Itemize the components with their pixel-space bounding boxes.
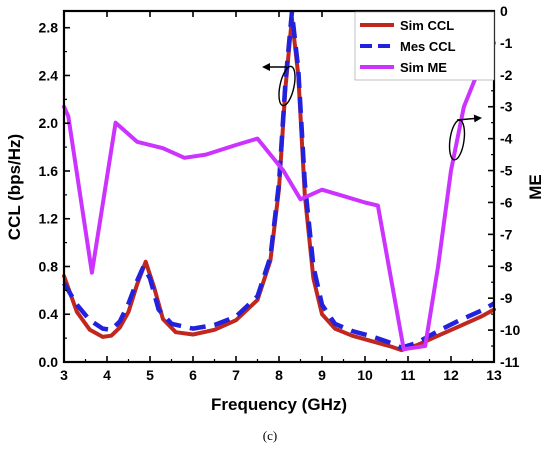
axis-tick-labels: 3 4 5 6 7 8 9 10 11 12 13 0.0 0.4 0.8 1.2 1.6 2.0 2.4 2.8 0… (39, 3, 521, 383)
y-left-axis-label: CCL (bps/Hz) (5, 134, 24, 240)
x-tick-label: 7 (232, 367, 240, 383)
legend: Sim CCL Mes CCL Sim ME (354, 11, 495, 81)
figure-caption: (c) (263, 428, 277, 443)
y-left-tick-label: 1.2 (39, 211, 59, 227)
y-left-tick-label: 2.0 (39, 115, 59, 131)
y-left-tick-label: 2.8 (39, 20, 59, 36)
x-tick-label: 3 (60, 367, 68, 383)
y-right-axis-label: ME (526, 174, 545, 200)
x-tick-label: 8 (275, 367, 283, 383)
x-tick-label: 9 (318, 367, 326, 383)
y-right-tick-label: -3 (500, 99, 513, 115)
annotation-arrow-right (456, 114, 482, 123)
x-axis-label: Frequency (GHz) (211, 395, 347, 414)
y-right-tick-label: -4 (500, 131, 513, 147)
y-left-tick-label: 0.4 (39, 306, 59, 322)
x-tick-label: 4 (103, 367, 111, 383)
legend-label-sim-me: Sim ME (400, 60, 447, 75)
y-right-tick-label: -6 (500, 194, 513, 210)
x-tick-label: 6 (189, 367, 197, 383)
series-line-sim-me (62, 40, 496, 352)
annotation-ellipse-left (278, 65, 296, 107)
y-right-tick-label: -1 (500, 35, 513, 51)
y-right-tick-label: -2 (500, 67, 513, 83)
series-line-mes-ccl (62, 9, 496, 350)
y-right-tick-label: -9 (500, 290, 513, 306)
legend-label-sim-ccl: Sim CCL (400, 18, 454, 33)
x-tick-label: 10 (357, 367, 373, 383)
y-right-tick-label: -11 (500, 354, 520, 370)
y-right-tick-label: -5 (500, 163, 513, 179)
y-right-tick-label: -10 (500, 322, 520, 338)
x-tick-label: 13 (486, 367, 502, 383)
legend-label-mes-ccl: Mes CCL (400, 39, 456, 54)
series-lines (62, 9, 496, 353)
axis-ticks (63, 10, 495, 363)
y-left-tick-label: 1.6 (39, 163, 59, 179)
y-left-tick-label: 0.8 (39, 258, 59, 274)
x-tick-label: 11 (401, 367, 416, 383)
y-right-tick-label: 0 (500, 3, 508, 19)
y-right-tick-label: -7 (500, 226, 513, 242)
x-tick-label: 12 (443, 367, 459, 383)
x-tick-label: 5 (146, 367, 154, 383)
y-left-tick-label: 0.0 (39, 354, 59, 370)
y-left-tick-label: 2.4 (39, 67, 59, 83)
axis-annotations (262, 63, 482, 161)
y-right-tick-label: -8 (500, 258, 513, 274)
